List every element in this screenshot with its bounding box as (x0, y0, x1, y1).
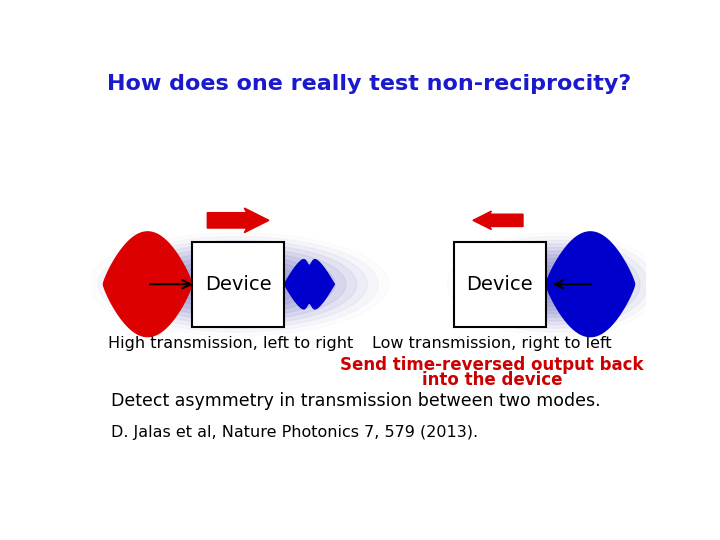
Ellipse shape (494, 255, 617, 314)
Polygon shape (546, 232, 634, 336)
Ellipse shape (174, 262, 303, 306)
Text: Device: Device (204, 275, 271, 294)
Ellipse shape (478, 247, 632, 321)
Bar (192, 242, 284, 327)
Ellipse shape (228, 281, 249, 288)
Ellipse shape (109, 240, 367, 328)
Text: Send time-reversed output back: Send time-reversed output back (341, 356, 644, 374)
Text: Detect asymmetry in transmission between two modes.: Detect asymmetry in transmission between… (111, 392, 600, 410)
Text: into the device: into the device (422, 372, 562, 389)
Ellipse shape (217, 277, 260, 292)
Ellipse shape (525, 269, 586, 299)
Ellipse shape (141, 251, 335, 318)
Text: Device: Device (467, 275, 534, 294)
Ellipse shape (463, 240, 648, 328)
Ellipse shape (152, 255, 324, 314)
Ellipse shape (486, 251, 625, 318)
Ellipse shape (532, 273, 578, 295)
Ellipse shape (509, 262, 601, 306)
Text: D. Jalas et al, Nature Photonics 7, 579 (2013).: D. Jalas et al, Nature Photonics 7, 579 … (111, 425, 478, 440)
Bar (454, 242, 546, 327)
Ellipse shape (120, 244, 356, 325)
Ellipse shape (195, 269, 282, 299)
Ellipse shape (471, 244, 640, 325)
FancyArrow shape (207, 208, 269, 233)
Polygon shape (104, 232, 192, 336)
Ellipse shape (184, 266, 292, 302)
FancyArrow shape (473, 211, 523, 230)
Ellipse shape (517, 266, 594, 302)
Text: How does one really test non-reciprocity?: How does one really test non-reciprocity… (107, 74, 631, 94)
Text: High transmission, left to right: High transmission, left to right (108, 336, 353, 351)
Ellipse shape (130, 247, 346, 321)
Ellipse shape (163, 259, 314, 310)
Ellipse shape (548, 281, 563, 288)
Ellipse shape (540, 277, 571, 292)
Ellipse shape (501, 259, 609, 310)
Polygon shape (284, 260, 334, 309)
Ellipse shape (206, 273, 271, 295)
Text: Low transmission, right to left: Low transmission, right to left (372, 336, 612, 351)
